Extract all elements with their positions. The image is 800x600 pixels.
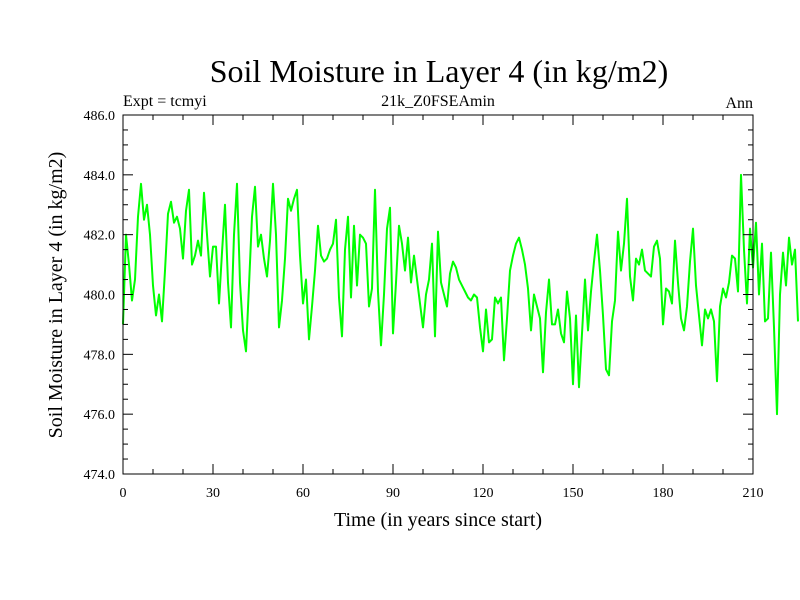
y-tick-label: 480.0	[84, 289, 116, 304]
chart-title: Soil Moisture in Layer 4 (in kg/m2)	[210, 53, 669, 89]
x-tick-label: 0	[120, 486, 127, 501]
subtitle-center: 21k_Z0FSEAmin	[381, 93, 495, 110]
plot-area: 0 30 60 90 120 150 180 210 474.0 476.0 478.0 480.0 4…	[84, 109, 799, 501]
y-tick-label: 476.0	[84, 408, 116, 423]
y-axis-label: Soil Moisture in Layer 4 (in kg/m2)	[45, 152, 67, 439]
y-tick-label: 484.0	[84, 169, 116, 184]
x-tick-label: 150	[563, 486, 584, 501]
x-tick-label: 210	[743, 486, 764, 501]
x-tick-label: 120	[473, 486, 494, 501]
x-tick-label: 30	[206, 486, 220, 501]
series-line	[122, 173, 799, 416]
x-tick-label: 180	[653, 486, 674, 501]
subtitle-right: Ann	[725, 95, 753, 112]
subtitle-left: Expt = tcmyi	[123, 93, 207, 110]
x-tick-label: 60	[296, 486, 310, 501]
plot-frame	[122, 114, 754, 475]
y-tick-label: 482.0	[84, 229, 116, 244]
x-axis-label: Time (in years since start)	[334, 509, 542, 531]
x-tick-label: 90	[386, 486, 400, 501]
y-tick-label: 474.0	[84, 468, 116, 483]
y-tick-label: 486.0	[84, 109, 116, 124]
y-tick-label: 478.0	[84, 348, 116, 363]
